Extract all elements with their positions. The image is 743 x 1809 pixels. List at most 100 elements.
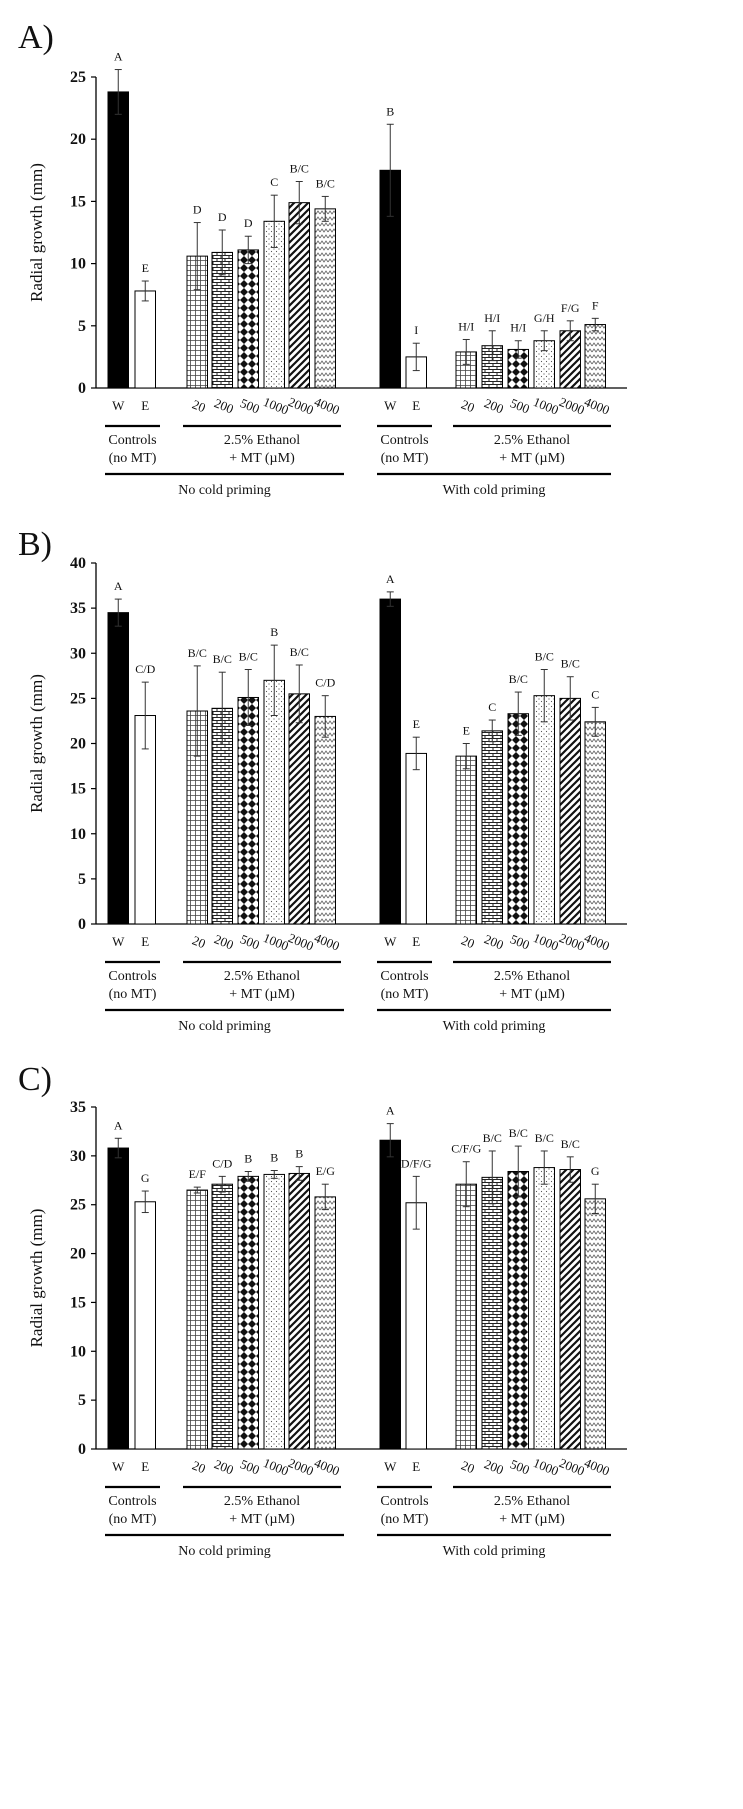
condition-label: No cold priming bbox=[178, 1544, 271, 1559]
x-category-label: 4000 bbox=[582, 394, 612, 418]
significance-letter: A bbox=[386, 1104, 395, 1118]
significance-letter: B/C bbox=[535, 1131, 554, 1145]
bar bbox=[237, 696, 259, 925]
bar bbox=[237, 249, 259, 389]
significance-letter: F bbox=[592, 298, 599, 312]
x-category-label: 200 bbox=[482, 395, 506, 416]
condition-label: With cold priming bbox=[443, 483, 546, 498]
y-tick-label: 30 bbox=[70, 1148, 86, 1165]
y-tick-label: 15 bbox=[70, 1294, 86, 1311]
bar bbox=[107, 612, 129, 925]
significance-letter: H/I bbox=[484, 311, 500, 325]
panel-letter: B) bbox=[18, 526, 52, 563]
x-category-label: 2000 bbox=[286, 394, 316, 418]
y-tick-label: 25 bbox=[70, 69, 86, 86]
x-category-label: 500 bbox=[508, 395, 532, 416]
significance-letter: G bbox=[141, 1171, 150, 1185]
bar bbox=[405, 1202, 427, 1450]
group-label: 2.5% Ethanol bbox=[224, 969, 300, 984]
group-label: (no MT) bbox=[109, 987, 157, 1002]
x-category-label: 200 bbox=[212, 395, 236, 416]
significance-letter: C/D bbox=[315, 676, 335, 690]
group-label: Controls bbox=[108, 1494, 156, 1509]
significance-letter: I bbox=[414, 323, 418, 337]
y-tick-label: 15 bbox=[70, 193, 86, 210]
y-axis-label: Radial growth (mm) bbox=[27, 1209, 46, 1348]
significance-letter: E/F bbox=[189, 1167, 207, 1181]
bar bbox=[288, 693, 310, 925]
x-category-label: 20 bbox=[190, 932, 208, 951]
significance-letter: D/F/G bbox=[401, 1156, 432, 1170]
y-tick-label: 35 bbox=[70, 600, 86, 617]
bar bbox=[211, 1183, 233, 1450]
significance-letter: B/C bbox=[188, 646, 207, 660]
x-category-label: E bbox=[141, 398, 149, 413]
group-label: (no MT) bbox=[381, 451, 429, 466]
group-label: 2.5% Ethanol bbox=[494, 969, 570, 984]
y-tick-label: 5 bbox=[78, 871, 86, 888]
x-category-label: E bbox=[412, 398, 420, 413]
bar bbox=[533, 695, 555, 925]
significance-letter: G bbox=[591, 1164, 600, 1178]
bar bbox=[263, 1173, 285, 1450]
chart-panel-3: C) Radial growth (mm) 0 5 10 15 20 25 30 35 A G E/F C… bbox=[18, 1061, 627, 1559]
chart-panel-2: B) Radial growth (mm) 0 5 10 15 20 25 30 35 40 A C/D… bbox=[18, 526, 627, 1034]
y-axis-label: Radial growth (mm) bbox=[27, 163, 46, 302]
significance-letter: E bbox=[142, 261, 149, 275]
x-category-label: 20 bbox=[190, 1457, 208, 1476]
group-label: + MT (µM) bbox=[229, 1512, 295, 1527]
bar bbox=[107, 1147, 129, 1450]
significance-letter: G/H bbox=[534, 311, 555, 325]
significance-letter: B/C bbox=[509, 672, 528, 686]
significance-letter: C/F/G bbox=[451, 1142, 481, 1156]
y-tick-label: 0 bbox=[78, 1441, 86, 1458]
bar bbox=[379, 598, 401, 925]
significance-letter: E bbox=[463, 724, 470, 738]
significance-letter: B/C bbox=[535, 649, 554, 663]
condition-label: No cold priming bbox=[178, 483, 271, 498]
condition-label: No cold priming bbox=[178, 1019, 271, 1034]
significance-letter: B/C bbox=[290, 645, 309, 659]
bar bbox=[533, 1167, 555, 1450]
bar bbox=[237, 1175, 259, 1450]
x-category-label: 200 bbox=[212, 1456, 236, 1477]
y-tick-label: 25 bbox=[70, 1197, 86, 1214]
bar bbox=[288, 202, 310, 389]
bar bbox=[186, 1189, 208, 1450]
x-category-label: W bbox=[384, 934, 397, 949]
y-tick-label: 20 bbox=[70, 736, 86, 753]
bar bbox=[288, 1172, 310, 1450]
y-tick-label: 30 bbox=[70, 645, 86, 662]
group-label: 2.5% Ethanol bbox=[494, 433, 570, 448]
x-category-label: 500 bbox=[238, 1456, 262, 1477]
significance-letter: B/C bbox=[239, 649, 258, 663]
significance-letter: E/G bbox=[316, 1164, 336, 1178]
bar bbox=[314, 715, 336, 925]
x-category-label: 4000 bbox=[312, 1455, 342, 1479]
significance-letter: B bbox=[270, 1151, 278, 1165]
bar bbox=[481, 1176, 503, 1450]
group-label: Controls bbox=[108, 969, 156, 984]
significance-letter: B bbox=[244, 1151, 252, 1165]
significance-letter: B bbox=[270, 625, 278, 639]
group-label: 2.5% Ethanol bbox=[224, 1494, 300, 1509]
significance-letter: B bbox=[386, 104, 394, 118]
significance-letter: C/D bbox=[212, 1156, 232, 1170]
y-tick-label: 20 bbox=[70, 1246, 86, 1263]
significance-letter: B/C bbox=[316, 176, 335, 190]
bar bbox=[559, 697, 581, 925]
x-category-label: W bbox=[112, 398, 125, 413]
x-category-label: 200 bbox=[482, 931, 506, 952]
group-label: (no MT) bbox=[109, 1512, 157, 1527]
bar bbox=[507, 713, 529, 925]
significance-letter: C bbox=[488, 700, 496, 714]
x-category-label: 500 bbox=[238, 395, 262, 416]
significance-letter: D bbox=[193, 203, 202, 217]
significance-letter: A bbox=[114, 579, 123, 593]
x-category-label: 20 bbox=[459, 932, 477, 951]
significance-letter: C/D bbox=[135, 662, 155, 676]
x-category-label: 1000 bbox=[531, 930, 561, 954]
y-tick-label: 40 bbox=[70, 555, 86, 572]
condition-label: With cold priming bbox=[443, 1544, 546, 1559]
